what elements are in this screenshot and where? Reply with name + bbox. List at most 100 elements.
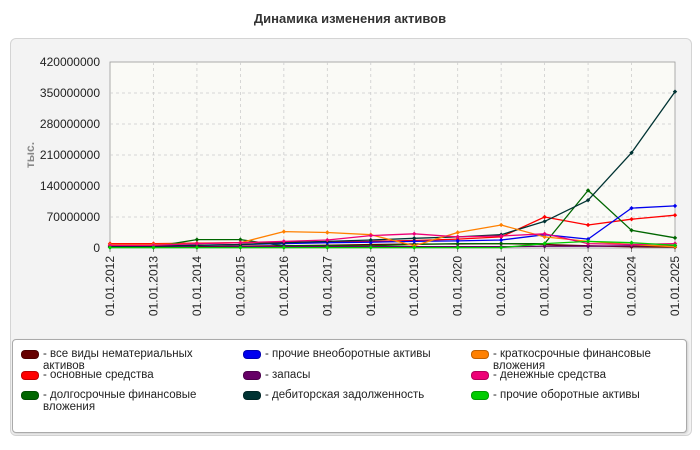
data-point (542, 244, 547, 249)
data-point (498, 222, 504, 228)
x-tick-label: 01.01.2014 (190, 256, 204, 316)
data-point (672, 235, 678, 241)
data-point (498, 245, 504, 250)
data-point (585, 241, 591, 246)
data-point (585, 244, 591, 249)
data-point (325, 230, 330, 235)
legend-item: - денежные средства (471, 369, 681, 381)
legend-swatch (21, 391, 39, 400)
y-tick-label: 0 (93, 241, 100, 255)
legend-swatch (243, 350, 261, 359)
data-point (151, 243, 156, 248)
legend-item: - прочие оборотные активы (471, 389, 681, 401)
legend-swatch (471, 350, 489, 359)
y-tick-label: 420000000 (40, 55, 100, 69)
data-point (672, 203, 678, 209)
legend-item: - все виды нематериальных активов (21, 348, 221, 372)
data-point (629, 228, 634, 233)
data-point (194, 245, 200, 250)
data-point (412, 231, 417, 237)
data-point (542, 231, 547, 237)
legend-label: - все виды нематериальных активов (43, 348, 193, 372)
data-point (585, 239, 591, 244)
data-point (151, 245, 156, 250)
data-point (542, 241, 547, 246)
data-point (585, 236, 591, 242)
data-point (412, 236, 417, 241)
data-point (368, 240, 373, 245)
legend-label: - прочие внеоборотные активы (265, 348, 431, 360)
x-tick-label: 01.01.2017 (320, 256, 334, 316)
data-point (455, 241, 460, 246)
data-point (498, 237, 504, 243)
data-point (672, 89, 678, 94)
data-point (368, 245, 373, 250)
y-tick-label: 210000000 (40, 148, 100, 162)
x-tick-label: 01.01.2020 (451, 256, 465, 316)
data-point (585, 197, 591, 203)
x-tick-label: 01.01.2013 (146, 256, 160, 316)
x-tick-label: 01.01.2016 (277, 256, 291, 316)
legend-swatch (243, 371, 261, 380)
y-tick-label: 70000000 (47, 210, 101, 224)
legend-item: - дебиторская задолженность (243, 389, 453, 401)
data-point (194, 237, 200, 242)
legend-label: - прочие оборотные активы (493, 389, 640, 401)
chart-legend: - все виды нематериальных активов - основ… (12, 339, 687, 433)
legend-item: - запасы (243, 369, 453, 381)
legend-swatch (21, 350, 39, 359)
legend-swatch (243, 391, 261, 400)
data-point (585, 222, 591, 228)
data-point (325, 237, 330, 243)
legend-item: - основные средства (21, 369, 221, 381)
data-point (107, 245, 113, 250)
data-point (281, 245, 287, 250)
legend-item: - краткосрочные финансовые вложения (471, 348, 681, 372)
data-point (629, 150, 634, 155)
data-point (542, 234, 547, 240)
data-point (629, 205, 634, 211)
legend-swatch (21, 371, 39, 380)
data-point (412, 239, 417, 244)
x-tick-label: 01.01.2015 (233, 256, 247, 316)
y-tick-label: 280000000 (40, 117, 100, 131)
data-point (238, 237, 243, 242)
data-point (629, 217, 634, 222)
legend-label: - краткосрочные финансовые вложения (493, 348, 651, 372)
data-point (107, 243, 113, 248)
data-point (412, 245, 417, 250)
legend-label: - долгосрочные финансовые вложения (43, 389, 197, 413)
data-point (498, 233, 504, 239)
data-point (455, 234, 460, 240)
x-tick-label: 01.01.2023 (581, 256, 595, 316)
x-tick-label: 01.01.2012 (103, 256, 117, 316)
legend-label: - дебиторская задолженность (265, 389, 425, 401)
data-point (629, 240, 634, 245)
x-tick-label: 01.01.2019 (407, 256, 421, 316)
data-point (542, 219, 547, 224)
data-point (455, 230, 460, 235)
y-tick-label: 350000000 (40, 86, 100, 100)
data-point (585, 188, 591, 193)
legend-label: - денежные средства (493, 369, 607, 381)
legend-swatch (471, 371, 489, 380)
y-axis-label: тыс. (23, 142, 37, 168)
x-tick-label: 01.01.2022 (538, 256, 552, 316)
data-point (281, 239, 287, 244)
series-line-2 (110, 189, 676, 248)
data-point (455, 245, 460, 250)
data-point (542, 214, 547, 220)
data-point (672, 213, 678, 218)
data-point (672, 243, 678, 248)
data-point (325, 245, 330, 250)
series-line-5 (110, 91, 676, 247)
data-point (455, 238, 460, 244)
data-point (281, 229, 287, 234)
x-tick-label: 01.01.2018 (364, 256, 378, 316)
legend-label: - основные средства (43, 369, 154, 381)
legend-item: - долгосрочные финансовые вложения (21, 389, 221, 413)
series-line-8 (110, 240, 676, 249)
x-tick-label: 01.01.2024 (625, 256, 639, 316)
legend-item: - прочие внеоборотные активы (243, 348, 453, 360)
